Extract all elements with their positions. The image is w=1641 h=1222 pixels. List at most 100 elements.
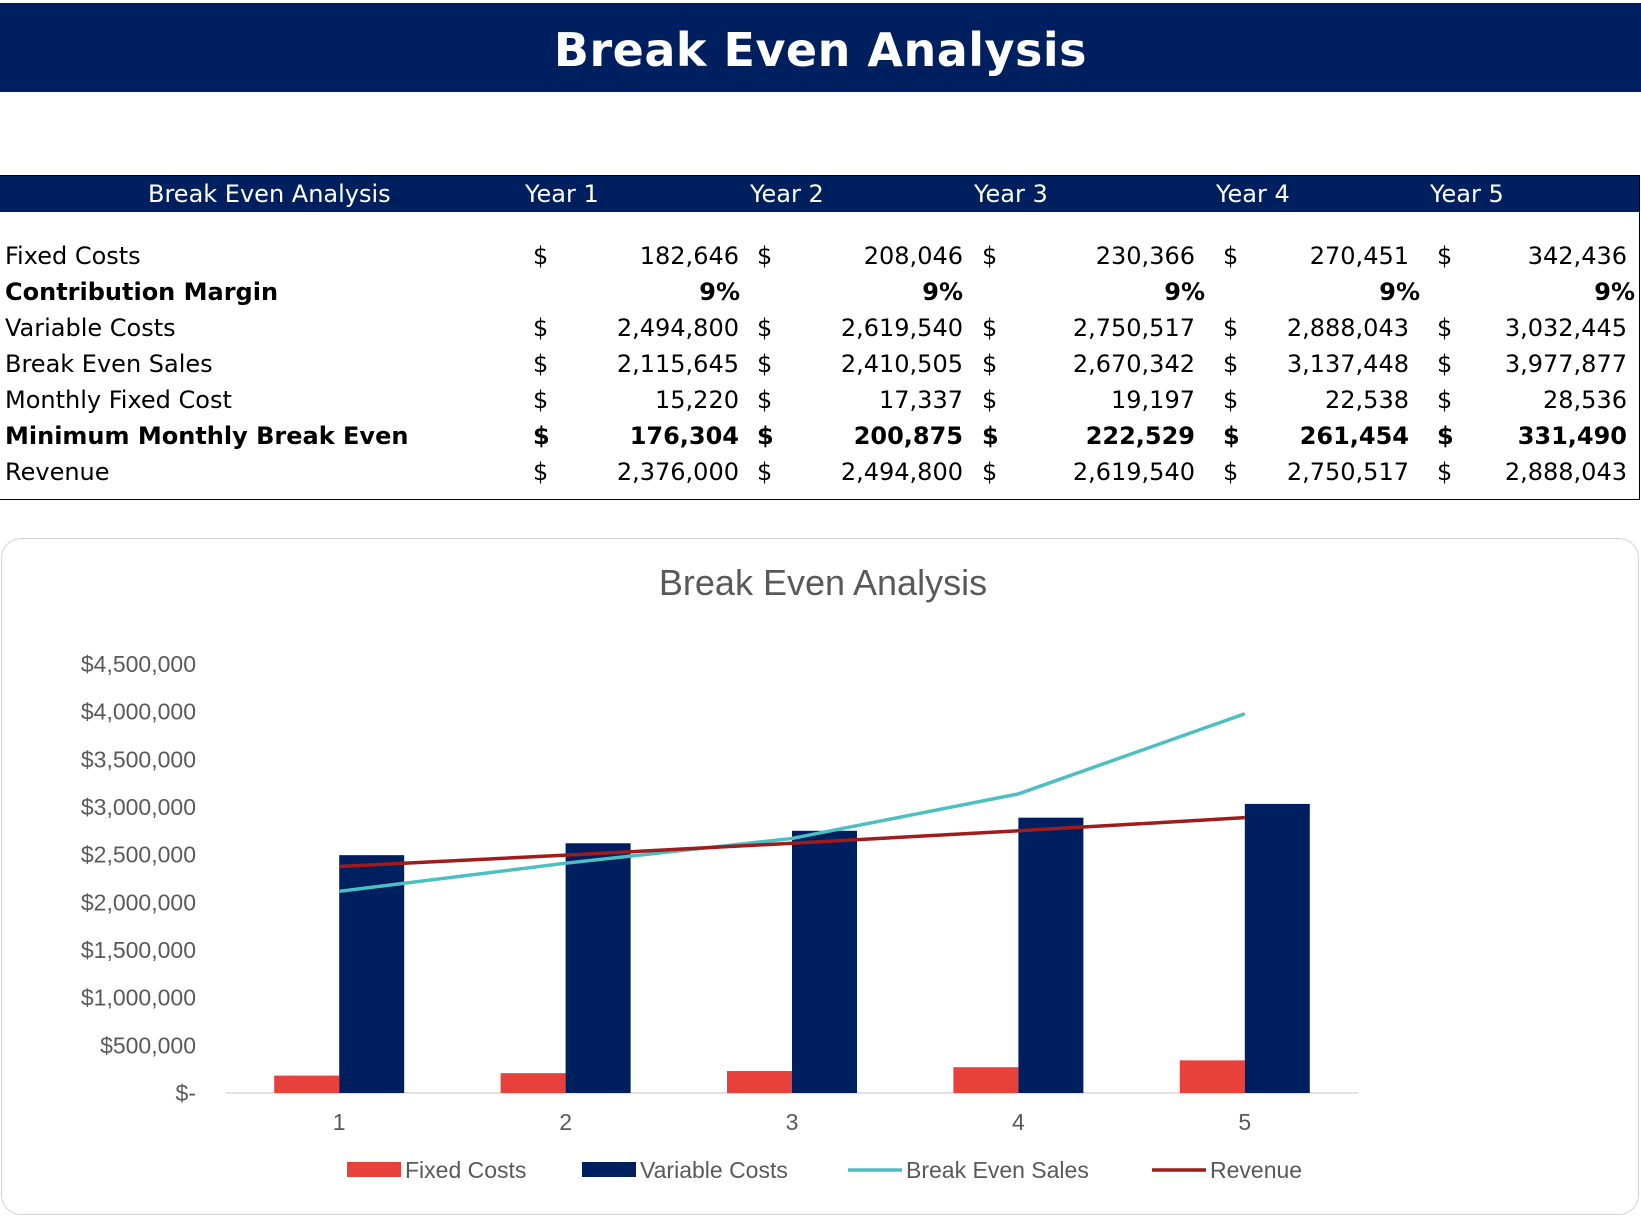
cell-value: 9% [922, 278, 963, 306]
currency-symbol: $ [757, 314, 773, 342]
currency-symbol: $ [1437, 314, 1453, 342]
cell-value: 19,197 [1111, 386, 1195, 414]
cell-value: 230,366 [1095, 242, 1195, 270]
row-label: Revenue [5, 458, 110, 486]
cell-value: 2,670,342 [1072, 350, 1195, 378]
line-break-even-sales [338, 712, 1246, 894]
chart-title: Break Even Analysis [659, 562, 987, 603]
currency-symbol: $ [757, 242, 773, 270]
currency-symbol: $ [757, 422, 774, 450]
row-label: Variable Costs [5, 314, 176, 342]
y-tick-label: $2,000,000 [81, 889, 196, 915]
cell-value: 15,220 [655, 386, 739, 414]
bar-variable-costs [1244, 803, 1310, 1093]
cell-value: 28,536 [1543, 386, 1627, 414]
y-tick-label: $1,000,000 [81, 985, 196, 1011]
currency-symbol: $ [757, 386, 773, 414]
row-label: Fixed Costs [5, 242, 141, 270]
y-tick-label: $3,500,000 [81, 746, 196, 772]
legend-label-fixed-costs: Fixed Costs [405, 1157, 526, 1183]
bar-fixed-costs [1179, 1060, 1245, 1093]
table-header: Break Even Analysis Year 1 Year 2 Year 3 Yea… [0, 176, 1639, 212]
cell-value: 2,888,043 [1504, 458, 1627, 486]
currency-symbol: $ [1223, 422, 1240, 450]
currency-symbol: $ [982, 242, 998, 270]
y-tick-label: $- [176, 1080, 196, 1106]
bar-fixed-costs [953, 1067, 1019, 1093]
bar-variable-costs [565, 843, 631, 1093]
cell-value: 22,538 [1325, 386, 1409, 414]
currency-symbol: $ [1223, 242, 1239, 270]
cell-value: 2,750,517 [1286, 458, 1409, 486]
currency-symbol: $ [1437, 458, 1453, 486]
cell-value: 2,494,800 [616, 314, 739, 342]
currency-symbol: $ [1223, 314, 1239, 342]
bar-variable-costs [792, 830, 857, 1093]
currency-symbol: $ [533, 386, 549, 414]
row-label: Contribution Margin [5, 278, 279, 306]
currency-symbol: $ [1437, 242, 1453, 270]
y-tick-label: $4,500,000 [81, 651, 196, 677]
y-tick-label: $3,000,000 [81, 794, 196, 820]
currency-symbol: $ [982, 314, 998, 342]
row-label: Monthly Fixed Cost [5, 386, 232, 414]
currency-symbol: $ [533, 350, 549, 378]
page-title: Break Even Analysis [553, 23, 1088, 77]
x-tick-label: 3 [786, 1109, 799, 1135]
table-header-year-1: Year 1 [525, 180, 599, 208]
currency-symbol: $ [1437, 386, 1453, 414]
break-even-table: Break Even Analysis Year 1 Year 2 Year 3 Yea… [0, 175, 1640, 500]
y-tick-label: $1,500,000 [81, 937, 196, 963]
currency-symbol: $ [982, 350, 998, 378]
cell-value: 2,750,517 [1072, 314, 1195, 342]
table-header-year-3: Year 3 [974, 180, 1048, 208]
currency-symbol: $ [533, 422, 550, 450]
cell-value: 331,490 [1517, 422, 1627, 450]
cell-value: 270,451 [1309, 242, 1409, 270]
cell-value: 3,137,448 [1286, 350, 1409, 378]
bar-fixed-costs [274, 1075, 340, 1093]
currency-symbol: $ [982, 458, 998, 486]
bar-fixed-costs [500, 1073, 566, 1093]
currency-symbol: $ [757, 350, 773, 378]
cell-value: 17,337 [879, 386, 963, 414]
legend-label-break-even-sales: Break Even Sales [906, 1157, 1089, 1183]
cell-value: 342,436 [1527, 242, 1627, 270]
currency-symbol: $ [982, 422, 999, 450]
cell-value: 208,046 [863, 242, 963, 270]
cell-value: 182,646 [639, 242, 739, 270]
table-header-year-5: Year 5 [1430, 180, 1504, 208]
table-row: Minimum Monthly Break Even $176,304 $200,8… [0, 418, 1639, 454]
table-header-label: Break Even Analysis [148, 180, 391, 208]
x-tick-label: 2 [559, 1109, 572, 1135]
table-header-year-4: Year 4 [1216, 180, 1290, 208]
cell-value: 2,888,043 [1286, 314, 1409, 342]
cell-value: 2,494,800 [840, 458, 963, 486]
cell-value: 2,115,645 [616, 350, 739, 378]
cell-value: 9% [1379, 278, 1420, 306]
table-row: Contribution Margin 9% 9% 9% 9% 9% [0, 274, 1639, 310]
bar-fixed-costs [727, 1071, 792, 1093]
page-banner: Break Even Analysis [0, 3, 1641, 92]
currency-symbol: $ [1437, 350, 1453, 378]
table-row: Variable Costs $2,494,800 $2,619,540 $2,750… [0, 310, 1639, 346]
y-tick-label: $2,500,000 [81, 842, 196, 868]
currency-symbol: $ [533, 458, 549, 486]
cell-value: 2,619,540 [840, 314, 963, 342]
bar-variable-costs [1018, 817, 1084, 1093]
cell-value: 9% [1164, 278, 1205, 306]
table-row: Revenue $2,376,000 $2,494,800 $2,619,540 $2,… [0, 454, 1639, 490]
bar-variable-costs [339, 855, 405, 1093]
y-tick-label: $4,000,000 [81, 699, 196, 725]
x-tick-label: 4 [1012, 1109, 1025, 1135]
currency-symbol: $ [1437, 422, 1454, 450]
x-tick-label: 1 [333, 1109, 346, 1135]
row-label: Minimum Monthly Break Even [5, 422, 409, 450]
cell-value: 176,304 [629, 422, 739, 450]
cell-value: 3,977,877 [1504, 350, 1627, 378]
cell-value: 2,376,000 [616, 458, 739, 486]
currency-symbol: $ [1223, 350, 1239, 378]
table-row: Monthly Fixed Cost $15,220 $17,337 $19,197 $… [0, 382, 1639, 418]
cell-value: 3,032,445 [1504, 314, 1627, 342]
legend-label-variable-costs: Variable Costs [640, 1157, 788, 1183]
